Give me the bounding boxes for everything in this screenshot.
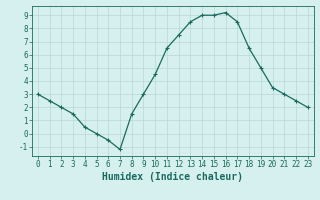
X-axis label: Humidex (Indice chaleur): Humidex (Indice chaleur)	[102, 172, 243, 182]
